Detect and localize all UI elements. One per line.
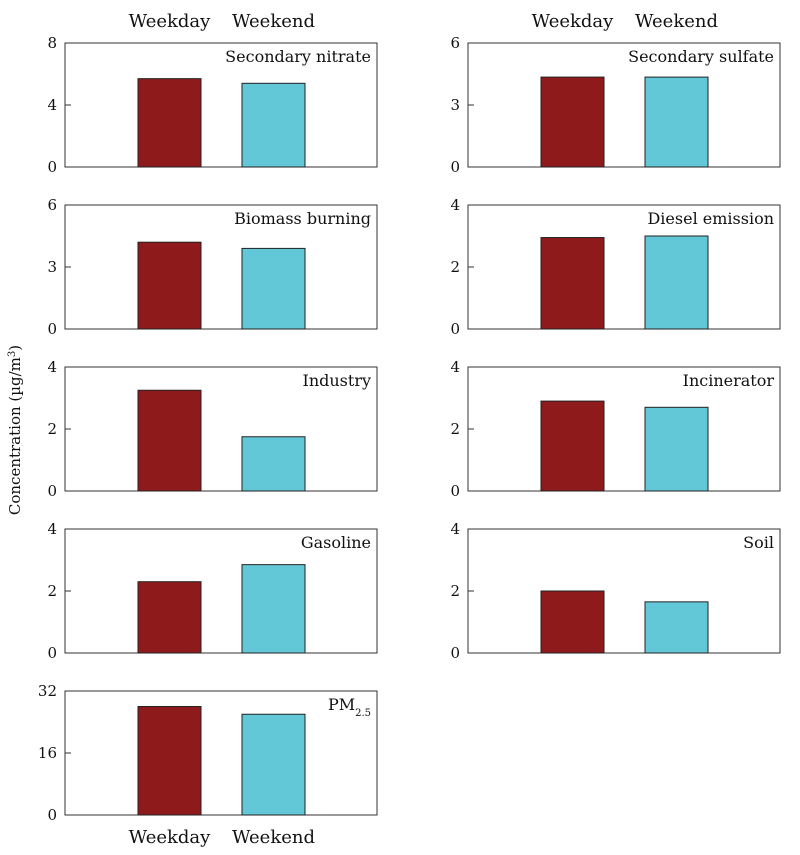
bar-weekend <box>644 406 709 492</box>
bar-weekend <box>241 564 306 654</box>
bar-weekday <box>540 590 605 654</box>
y-tick-label: 2 <box>47 582 57 600</box>
panel-secondary-sulfate: 0 3 6 Secondary sulfate <box>450 34 781 176</box>
y-tick-label: 2 <box>450 258 460 276</box>
panel-incinerator: 0 2 4 Incinerator <box>450 358 781 500</box>
panel-title: Gasoline <box>301 533 371 552</box>
panel-title: Biomass burning <box>234 209 371 228</box>
panel-title: Soil <box>743 533 774 552</box>
bar-weekday <box>540 76 605 168</box>
bar-weekday <box>137 241 202 330</box>
y-tick-label: 6 <box>47 196 57 214</box>
category-header-weekend: Weekend <box>232 827 315 848</box>
bar-weekday <box>137 581 202 654</box>
category-header-weekday: Weekday <box>129 11 211 32</box>
y-tick-label: 0 <box>450 320 460 338</box>
bar-weekend <box>241 713 306 816</box>
y-tick-label: 0 <box>47 644 57 662</box>
bar-weekend <box>241 247 306 330</box>
panel-pm25: 0 16 32 PM2.5 <box>38 682 378 824</box>
y-tick-label: 2 <box>47 420 57 438</box>
y-tick-label: 0 <box>47 158 57 176</box>
y-tick-label: 6 <box>450 34 460 52</box>
bar-weekday <box>540 400 605 492</box>
bar-weekend <box>241 82 306 168</box>
category-header-weekend: Weekend <box>232 11 315 32</box>
panel-title: PM2.5 <box>328 695 371 719</box>
y-tick-label: 4 <box>47 358 57 376</box>
panel-title: Incinerator <box>683 371 775 390</box>
bar-weekend <box>644 76 709 168</box>
panel-biomass-burning: 0 3 6 Biomass burning <box>47 196 378 338</box>
bar-weekend <box>644 235 709 330</box>
y-tick-label: 4 <box>450 520 460 538</box>
panel-diesel-emission: 0 2 4 Diesel emission <box>450 196 781 338</box>
panel-soil: 0 2 4 Soil <box>450 520 781 662</box>
bar-weekend <box>241 436 306 492</box>
y-tick-label: 8 <box>47 34 57 52</box>
panel-title: Secondary nitrate <box>225 47 371 66</box>
y-tick-label: 2 <box>450 582 460 600</box>
y-tick-label: 2 <box>450 420 460 438</box>
y-tick-label: 3 <box>47 258 57 276</box>
y-tick-label: 4 <box>47 520 57 538</box>
panel-title: Secondary sulfate <box>628 47 774 66</box>
panel-title: Industry <box>303 371 372 390</box>
y-tick-label: 0 <box>47 806 57 824</box>
bar-weekday <box>137 706 202 816</box>
y-tick-label: 0 <box>47 482 57 500</box>
panel-industry: 0 2 4 Industry <box>47 358 378 500</box>
y-tick-label: 4 <box>47 96 57 114</box>
y-tick-label: 3 <box>450 96 460 114</box>
y-axis-label: Concentration (µg/m3) <box>6 345 24 515</box>
bar-weekday <box>137 78 202 168</box>
y-tick-label: 0 <box>450 158 460 176</box>
y-tick-label: 0 <box>450 482 460 500</box>
category-header-weekday: Weekday <box>129 827 211 848</box>
bar-weekday <box>137 389 202 492</box>
category-header-weekend: Weekend <box>635 11 718 32</box>
panel-frame <box>467 528 781 654</box>
bar-weekday <box>540 237 605 330</box>
y-tick-label: 4 <box>450 196 460 214</box>
category-header-weekday: Weekday <box>532 11 614 32</box>
panel-title: Diesel emission <box>647 209 774 228</box>
y-tick-label: 16 <box>38 744 57 762</box>
y-tick-label: 32 <box>38 682 57 700</box>
y-tick-label: 4 <box>450 358 460 376</box>
panel-secondary-nitrate: 0 4 8 Secondary nitrate <box>47 34 378 176</box>
bar-weekend <box>644 601 709 654</box>
panel-gasoline: 0 2 4 Gasoline <box>47 520 378 662</box>
y-tick-label: 0 <box>47 320 57 338</box>
y-tick-label: 0 <box>450 644 460 662</box>
